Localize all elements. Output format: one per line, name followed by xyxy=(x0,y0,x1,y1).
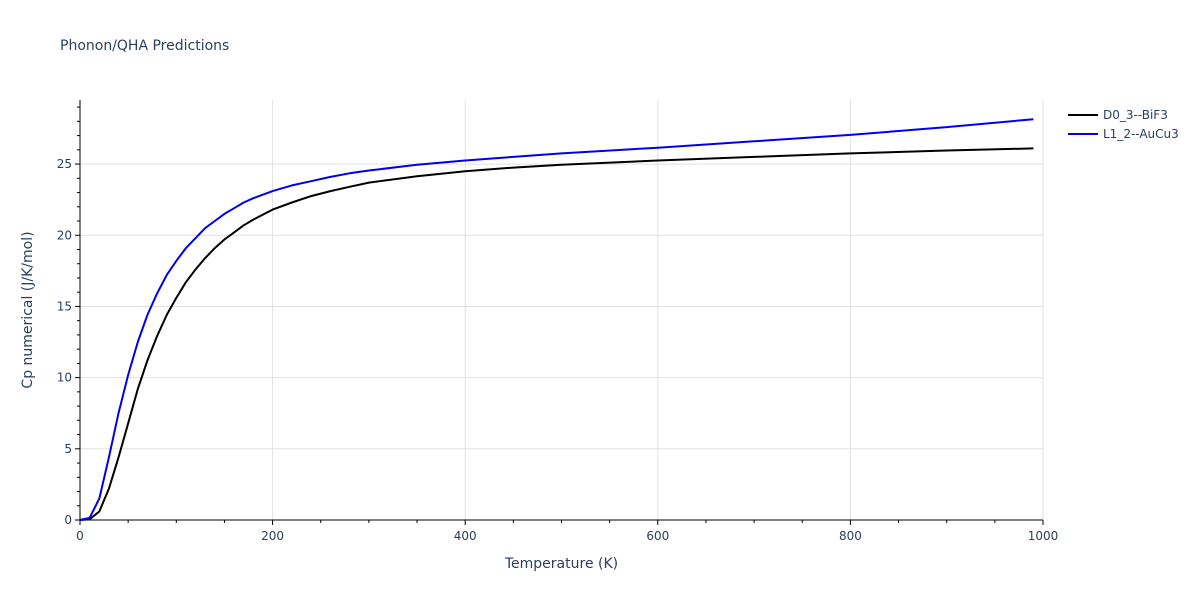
x-tick-label: 600 xyxy=(646,529,669,543)
x-tick-label: 1000 xyxy=(1028,529,1059,543)
y-tick-label: 0 xyxy=(64,513,72,527)
legend[interactable]: D0_3--BiF3 L1_2--AuCu3 xyxy=(1068,108,1179,141)
grid xyxy=(80,100,1044,520)
y-tick-label: 15 xyxy=(57,299,72,313)
x-tick-label: 0 xyxy=(76,529,84,543)
y-tick-label: 20 xyxy=(57,228,72,242)
y-axis-title: Cp numerical (J/K/mol) xyxy=(20,231,36,388)
x-tick-label: 800 xyxy=(839,529,862,543)
y-tick-label: 25 xyxy=(57,157,72,171)
series-line-1 xyxy=(79,147,1034,521)
x-ticks: 0 200 400 600 800 1000 xyxy=(76,520,1058,543)
x-tick-label: 400 xyxy=(454,529,477,543)
series-group xyxy=(79,118,1034,521)
series-line-2 xyxy=(79,118,1034,521)
x-axis-title: Temperature (K) xyxy=(504,556,618,572)
y-tick-label: 10 xyxy=(57,371,72,385)
axes xyxy=(79,100,1043,521)
chart-title: Phonon/QHA Predictions xyxy=(60,38,229,54)
legend-label: D0_3--BiF3 xyxy=(1103,108,1168,122)
y-tick-label: 5 xyxy=(64,442,72,456)
y-ticks: 0 5 10 15 20 25 xyxy=(57,106,80,527)
legend-label: L1_2--AuCu3 xyxy=(1103,127,1179,141)
x-tick-label: 200 xyxy=(261,529,284,543)
